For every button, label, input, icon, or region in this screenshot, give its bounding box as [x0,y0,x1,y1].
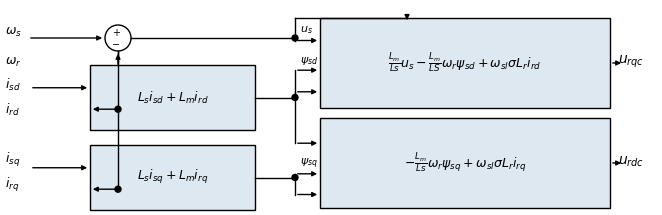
Text: $L_s i_{sq} + L_m i_{rq}$: $L_s i_{sq} + L_m i_{rq}$ [137,169,208,186]
Text: $i_{rd}$: $i_{rd}$ [5,102,20,118]
Text: +: + [112,28,120,38]
Text: $\omega_r$: $\omega_r$ [5,55,21,69]
Text: $\frac{L_m}{Ls}u_s - \frac{L_m}{LS}\omega_r\psi_{sd} + \omega_{sl}\sigma L_r i_{: $\frac{L_m}{Ls}u_s - \frac{L_m}{LS}\omeg… [389,51,542,75]
Bar [90,65,255,130]
Circle shape [115,106,121,112]
Text: $-\frac{L_m}{Ls}\omega_r\psi_{sq} + \omega_{sl}\sigma L_r i_{rq}$: $-\frac{L_m}{Ls}\omega_r\psi_{sq} + \ome… [404,151,526,175]
Bar [320,118,610,208]
Circle shape [115,186,121,192]
Circle shape [292,95,298,100]
Bar [90,145,255,210]
Text: $L_s i_{sd} + L_m i_{rd}$: $L_s i_{sd} + L_m i_{rd}$ [136,89,209,106]
Text: $\psi_{sd}$: $\psi_{sd}$ [300,55,318,67]
Text: $i_{sq}$: $i_{sq}$ [5,151,21,169]
Circle shape [292,35,298,41]
Text: $\psi_{sq}$: $\psi_{sq}$ [300,156,318,171]
Text: $u_s$: $u_s$ [300,25,313,37]
Text: $i_{sd}$: $i_{sd}$ [5,77,21,93]
Text: $u_{rdc}$: $u_{rdc}$ [618,155,644,169]
Text: $u_{rqc}$: $u_{rqc}$ [618,54,644,70]
Text: $i_{rq}$: $i_{rq}$ [5,176,19,194]
Circle shape [292,175,298,181]
Bar [320,18,610,108]
Text: $-$: $-$ [111,38,120,48]
Text: $\omega_s$: $\omega_s$ [5,25,22,38]
